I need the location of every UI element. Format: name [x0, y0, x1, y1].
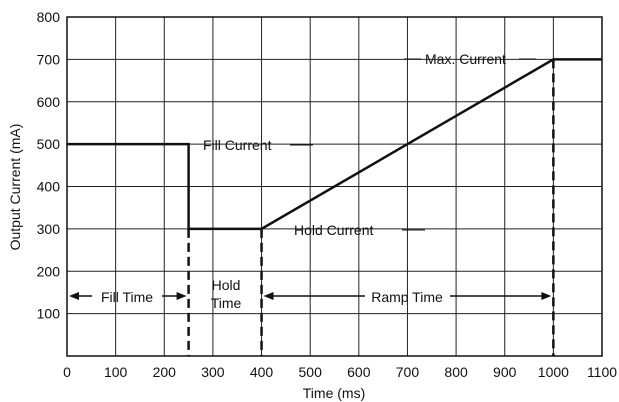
hold-time-label-line1: Hold	[212, 277, 241, 293]
annotations: Fill Current Hold Current Max. Current F…	[101, 51, 536, 311]
hold-current-label: Hold Current	[294, 222, 373, 238]
tick-labels: 0 100 200 300 400 500 600 700 800 900 1000 1100 100 2…	[37, 9, 618, 380]
ramp-time-span-right-arrowhead	[541, 292, 551, 300]
x-tick-label-4: 400	[250, 364, 274, 380]
x-tick-label-8: 800	[444, 364, 468, 380]
y-axis-label: Output Current (mA)	[7, 124, 23, 251]
y-tick-label-6: 700	[37, 51, 61, 67]
x-tick-label-5: 500	[299, 364, 323, 380]
fill-time-span-left-arrowhead	[69, 292, 79, 300]
fill-current-label: Fill Current	[203, 137, 272, 153]
x-axis-label: Time (ms)	[303, 385, 365, 401]
y-tick-label-0: 100	[37, 306, 61, 322]
ramp-time-span-left-arrowhead	[264, 292, 274, 300]
y-tick-label-4: 500	[37, 136, 61, 152]
x-tick-label-9: 900	[493, 364, 517, 380]
max-current-label: Max. Current	[425, 51, 506, 67]
fill-time-label: Fill Time	[101, 289, 153, 305]
y-tick-label-5: 600	[37, 94, 61, 110]
y-tick-label-3: 400	[37, 179, 61, 195]
x-tick-label-1: 100	[104, 364, 128, 380]
y-tick-label-7: 800	[37, 9, 61, 25]
fill-time-span-right-arrowhead	[177, 292, 187, 300]
y-tick-label-1: 200	[37, 263, 61, 279]
ramp-time-label: Ramp Time	[371, 289, 443, 305]
hold-time-label-line2: Time	[211, 295, 242, 311]
phase-markers	[69, 59, 553, 356]
x-tick-label-3: 300	[201, 364, 225, 380]
y-tick-label-2: 300	[37, 221, 61, 237]
x-tick-label-7: 700	[396, 364, 420, 380]
x-tick-label-11: 1100	[587, 364, 617, 380]
x-tick-label-0: 0	[63, 364, 71, 380]
x-tick-label-6: 600	[347, 364, 371, 380]
x-tick-label-10: 1000	[538, 364, 569, 380]
x-tick-label-2: 200	[153, 364, 177, 380]
